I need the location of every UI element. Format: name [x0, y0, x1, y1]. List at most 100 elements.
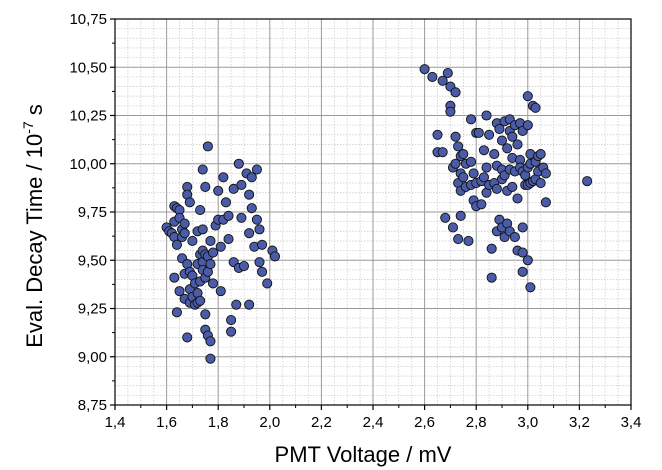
data-point — [478, 145, 489, 156]
data-point — [226, 326, 237, 337]
data-point — [262, 278, 273, 289]
data-point — [450, 158, 461, 169]
x-tick-label: 3,2 — [569, 414, 590, 431]
data-point — [427, 71, 438, 82]
x-tick-label: 2,8 — [466, 414, 487, 431]
data-point — [512, 193, 523, 204]
data-point — [257, 266, 268, 277]
y-tick-label: 9,00 — [78, 349, 107, 366]
data-point — [455, 210, 466, 221]
data-point — [525, 282, 536, 293]
data-point — [465, 156, 477, 167]
data-point — [251, 214, 262, 225]
x-tick-label: 1,8 — [208, 414, 229, 431]
data-point — [437, 147, 448, 158]
data-point — [494, 123, 505, 135]
data-point — [244, 299, 255, 310]
y-tick-label: 8,75 — [78, 397, 107, 414]
y-axis-title-exponent: -7 — [20, 121, 36, 134]
data-point — [478, 172, 489, 183]
data-point — [476, 199, 487, 210]
data-point — [522, 255, 533, 266]
data-point — [174, 286, 185, 297]
data-point — [244, 189, 255, 200]
data-point — [535, 149, 546, 160]
data-point — [486, 272, 497, 283]
y-tick-label: 10,00 — [69, 156, 107, 173]
y-tick-label: 10,25 — [69, 108, 107, 125]
y-axis-title: Eval. Decay Time / 10-7 s — [20, 104, 47, 348]
y-tick-label: 10,75 — [69, 11, 107, 28]
data-point — [197, 224, 208, 235]
data-point — [486, 243, 497, 254]
data-point — [450, 87, 461, 98]
data-point — [517, 222, 528, 233]
data-point — [450, 131, 461, 142]
x-tick-label: 2,4 — [363, 414, 384, 431]
major-gridlines — [115, 19, 631, 405]
data-point — [244, 228, 255, 239]
data-point — [481, 162, 492, 173]
data-point — [437, 75, 448, 86]
data-point — [215, 241, 226, 252]
data-point — [169, 272, 180, 283]
data-point — [187, 235, 198, 246]
data-point — [535, 177, 546, 189]
data-point — [481, 110, 492, 121]
data-point — [197, 164, 208, 175]
data-point — [205, 259, 216, 270]
x-tick-label: 3,0 — [517, 414, 538, 431]
data-point — [269, 251, 281, 262]
axis-ticks — [110, 18, 632, 410]
data-point — [246, 203, 257, 214]
x-axis-title: PMT Voltage / mV — [275, 442, 452, 467]
data-point — [507, 131, 518, 142]
data-point — [473, 127, 484, 138]
data-point — [484, 129, 495, 140]
data-point — [220, 197, 231, 208]
data-point — [458, 149, 469, 160]
data-point — [517, 266, 528, 277]
data-point — [445, 106, 456, 117]
x-tick-label: 2,0 — [259, 414, 280, 431]
data-point — [257, 239, 268, 250]
y-axis-title-unit: s — [22, 104, 47, 121]
data-point — [254, 224, 265, 235]
data-point — [205, 353, 216, 364]
x-tick-label: 2,6 — [414, 414, 435, 431]
data-point — [432, 129, 443, 140]
data-point — [205, 336, 216, 347]
data-point — [540, 168, 551, 179]
data-point — [517, 247, 528, 258]
data-point — [236, 179, 247, 191]
data-point — [207, 247, 219, 258]
data-point — [215, 286, 226, 297]
data-point — [171, 307, 182, 318]
x-tick-labels: 1,4 1,6 1,8 2,0 2,2 2,4 2,6 2,8 3,0 3,2 3,4 — [105, 414, 642, 431]
data-point — [202, 141, 213, 152]
y-tick-label: 9,75 — [78, 204, 107, 221]
data-point — [179, 218, 190, 229]
data-point — [489, 149, 500, 160]
data-points — [161, 64, 593, 364]
data-point — [223, 233, 234, 245]
data-point — [231, 299, 242, 310]
data-point — [200, 181, 211, 192]
data-point — [195, 295, 206, 306]
data-point — [419, 64, 430, 75]
data-point — [522, 91, 533, 102]
y-axis-title-main: Eval. Decay Time / 10 — [22, 134, 47, 348]
data-point — [465, 114, 477, 125]
x-tick-label: 2,2 — [311, 414, 332, 431]
x-tick-label: 1,6 — [156, 414, 177, 431]
data-point — [453, 141, 464, 152]
data-point — [447, 222, 459, 233]
data-point — [223, 210, 234, 221]
x-tick-label: 3,4 — [621, 414, 642, 431]
y-tick-label: 10,50 — [69, 59, 107, 76]
data-point — [184, 197, 195, 208]
data-point — [200, 309, 211, 320]
y-tick-label: 9,50 — [78, 252, 107, 269]
data-point — [453, 233, 464, 245]
